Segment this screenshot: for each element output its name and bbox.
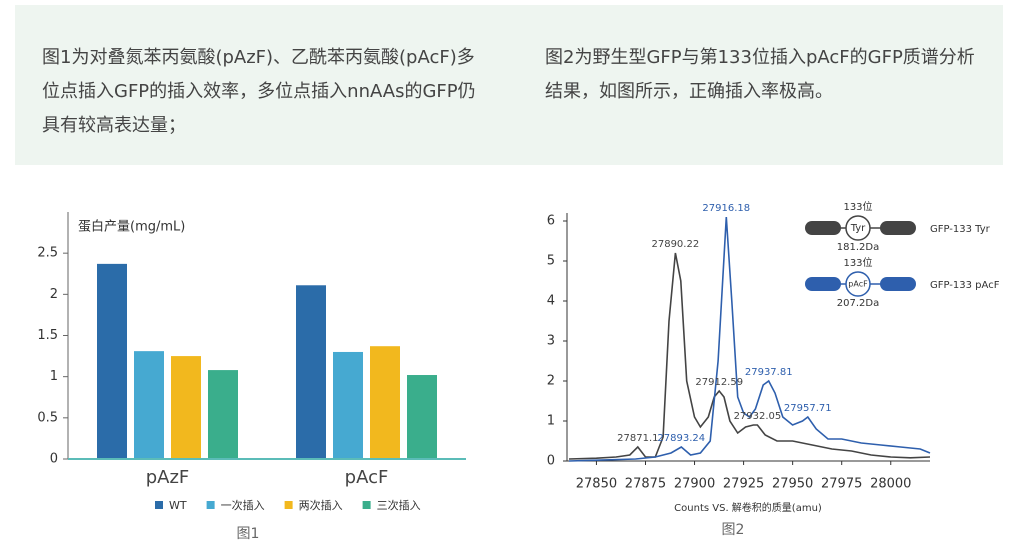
bar	[407, 375, 437, 459]
intro-box: 图1为对叠氮苯丙氨酸(pAzF)、乙酰苯丙氨酸(pAcF)多位点插入GFP的插入…	[15, 5, 1003, 165]
legend-swatch	[155, 501, 163, 509]
x-tick-label: 27850	[576, 477, 617, 492]
y-tick-label: 0	[50, 452, 58, 467]
y-tick-label: 2	[547, 374, 555, 389]
y-tick-label: 4	[547, 294, 555, 309]
bar	[208, 370, 238, 459]
legend-mass: 181.2Da	[837, 242, 879, 253]
y-tick-label: 5	[547, 254, 555, 269]
y-tick-label: 0	[547, 454, 555, 469]
legend-pill	[805, 221, 841, 235]
peak-label: 27932.05	[734, 411, 782, 422]
legend-pill	[805, 277, 841, 291]
legend-label: 三次插入	[377, 498, 421, 512]
x-axis-label: Counts VS. 解卷积的质量(amu)	[674, 501, 822, 514]
y-tick-label: 2	[50, 287, 58, 302]
peak-label: 27890.22	[651, 239, 699, 250]
bar	[370, 346, 400, 459]
legend-pill	[880, 221, 916, 235]
x-tick-label: 27900	[674, 477, 715, 492]
legend-label: GFP-133 Tyr	[930, 224, 991, 235]
legend-site: 133位	[843, 256, 872, 269]
legend-swatch	[284, 501, 293, 509]
y-axis-label: 蛋白产量(mg/mL)	[78, 219, 185, 235]
legend-label: WT	[169, 499, 187, 512]
peak-label: 27871.1	[617, 433, 658, 444]
x-tick-label: 27875	[625, 477, 666, 492]
x-tick-label: 27925	[723, 477, 764, 492]
y-tick-label: 3	[547, 334, 555, 349]
legend-pill	[880, 277, 916, 291]
peak-label: 27937.81	[745, 367, 793, 378]
bar	[333, 351, 363, 459]
bar	[134, 351, 164, 459]
peak-label: 27957.71	[784, 403, 832, 414]
paragraph: 图1为对叠氮苯丙氨酸(pAzF)、乙酰苯丙氨酸(pAcF)多位点插入GFP的插入…	[42, 47, 476, 136]
line	[568, 216, 931, 462]
paragraph: 图2为野生型GFP与第133位插入pAcF的GFP质谱分析结果，如图所示，正确插…	[545, 47, 975, 102]
y-tick-label: 2.5	[37, 246, 58, 261]
x-tick-label: pAcF	[345, 467, 389, 488]
legend-residue: Tyr	[850, 223, 866, 234]
x-tick-label: 27975	[821, 477, 862, 492]
x-tick-label: 28000	[870, 477, 911, 492]
legend-swatch	[362, 501, 371, 509]
x-tick-label: pAzF	[146, 467, 190, 488]
x-tick-label: 27950	[772, 477, 813, 492]
bar	[97, 263, 127, 459]
legend-swatch	[206, 501, 215, 509]
legend-circle	[845, 271, 871, 297]
legend-residue: pAcF	[848, 280, 868, 289]
peak-label: 27893.24	[657, 433, 705, 444]
y-tick-label: 1	[547, 414, 555, 429]
y-tick-label: 0.5	[37, 410, 58, 425]
legend-label: 两次插入	[299, 498, 343, 512]
y-tick-label: 6	[547, 214, 555, 229]
y-tick-label: 1	[50, 369, 58, 384]
legend-label: 一次插入	[221, 498, 265, 512]
peak-label: 27912.59	[695, 377, 743, 388]
caption: 图1	[237, 526, 260, 542]
legend-label: GFP-133 pAcF	[930, 280, 1000, 291]
caption: 图2	[722, 522, 745, 538]
peak-label: 27916.18	[702, 203, 750, 214]
legend-circle	[845, 215, 871, 241]
legend-site: 133位	[843, 200, 872, 213]
bar	[171, 356, 201, 459]
bar	[296, 285, 326, 459]
y-tick-label: 1.5	[37, 328, 58, 343]
legend-mass: 207.2Da	[837, 298, 879, 309]
